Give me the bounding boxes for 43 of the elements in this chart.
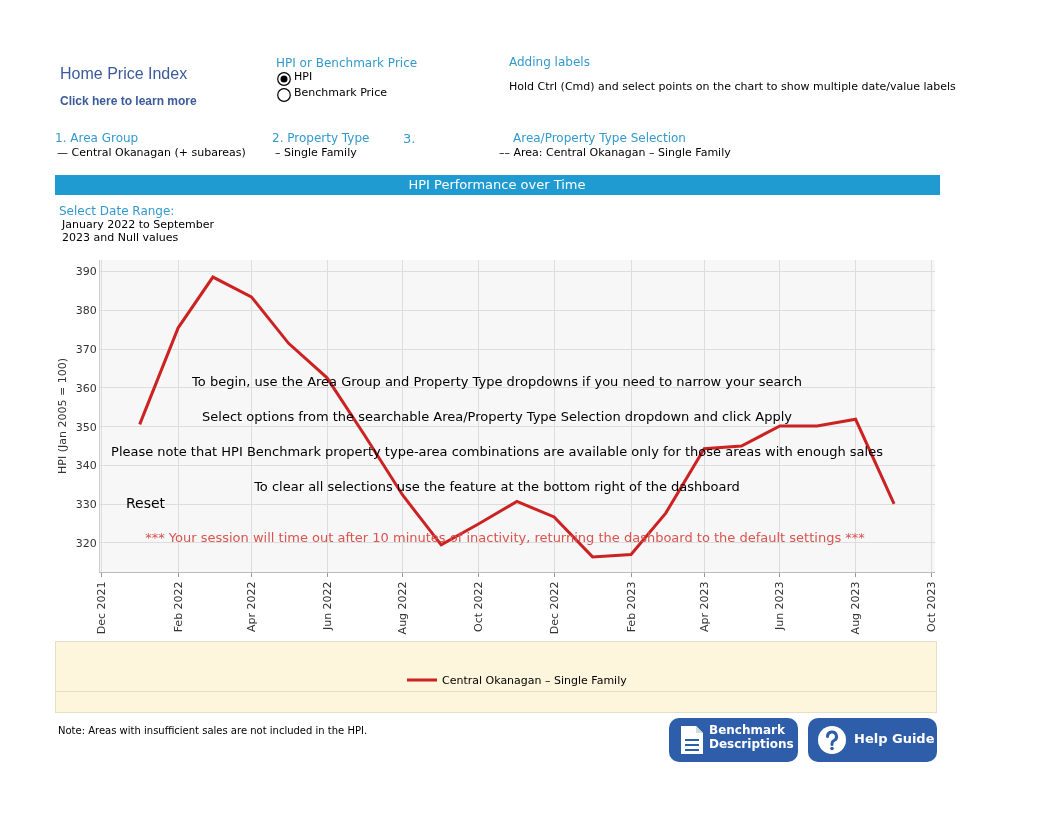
text: Help Guide [854,731,935,747]
x-tick-label: Jun 2022 [320,581,334,632]
x-tick-label: Oct 2023 [924,581,938,632]
y-tick-label: 340 [75,459,97,473]
y-tick-label: 350 [75,420,97,434]
text: – Single Family [275,146,357,160]
y-tick-label: 360 [75,381,97,395]
text: –– Area: Central Okanagan – Single Family [499,146,731,160]
x-tick-label: Oct 2022 [472,581,485,632]
x-tick-label: Feb 2023 [624,581,638,633]
text: Area/Property Type Selection [513,131,686,146]
y-tick-label: 390 [75,265,97,279]
text: 1. Area Group [55,131,139,146]
text: Hold Ctrl (Cmd) and select points on the chart to show multiple date/value labels [509,80,956,94]
text: January 2022 to September 2023 and Null values [62,218,216,245]
x-tick-label: Apr 2023 [697,581,711,632]
legend-label: Central Okanagan – Single Family [442,674,628,688]
y-axis-title: HPI (Jan 2005 = 100) [56,358,70,474]
y-tick-label: 330 [75,498,97,512]
text: Adding labels [509,55,590,70]
text: — Central Okanagan (+ subareas) [57,146,246,160]
y-tick-label: 320 [75,536,97,550]
text: Select Date Range: [59,204,175,219]
x-tick-label: Aug 2023 [849,581,863,635]
text: Benchmark Descriptions [709,723,794,752]
text: 3. [403,131,416,147]
text: Benchmark Price [294,86,387,100]
text: Click here to learn more [60,94,197,109]
y-tick-label: 370 [75,342,97,356]
y-tick-label: 380 [75,304,97,318]
text: 2. Property Type [272,131,370,146]
x-tick-label: Dec 2022 [547,581,561,635]
chart-title: HPI Performance over Time [408,177,586,193]
x-tick-label: Jun 2023 [773,581,787,632]
x-tick-label: Aug 2022 [396,581,410,635]
x-tick-label: Apr 2022 [244,581,258,632]
text: Note: Areas with insufficient sales are not included in the HPI. [58,725,368,737]
text: HPI or Benchmark Price [276,56,418,71]
annotation: Reset [126,495,166,512]
x-tick-label: Dec 2021 [94,581,108,635]
text: HPI [294,70,313,84]
text: Home Price Index [60,64,188,84]
x-tick-label: Feb 2022 [171,581,185,633]
